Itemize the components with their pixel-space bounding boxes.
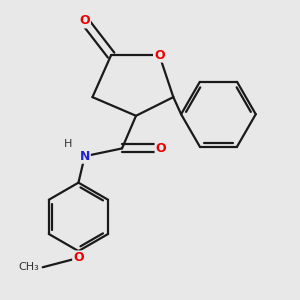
Text: O: O (154, 49, 165, 62)
Text: H: H (63, 140, 72, 149)
Text: CH₃: CH₃ (19, 262, 40, 272)
Text: O: O (73, 251, 84, 264)
Text: O: O (80, 14, 90, 27)
Text: O: O (156, 142, 166, 155)
Text: N: N (80, 150, 90, 163)
